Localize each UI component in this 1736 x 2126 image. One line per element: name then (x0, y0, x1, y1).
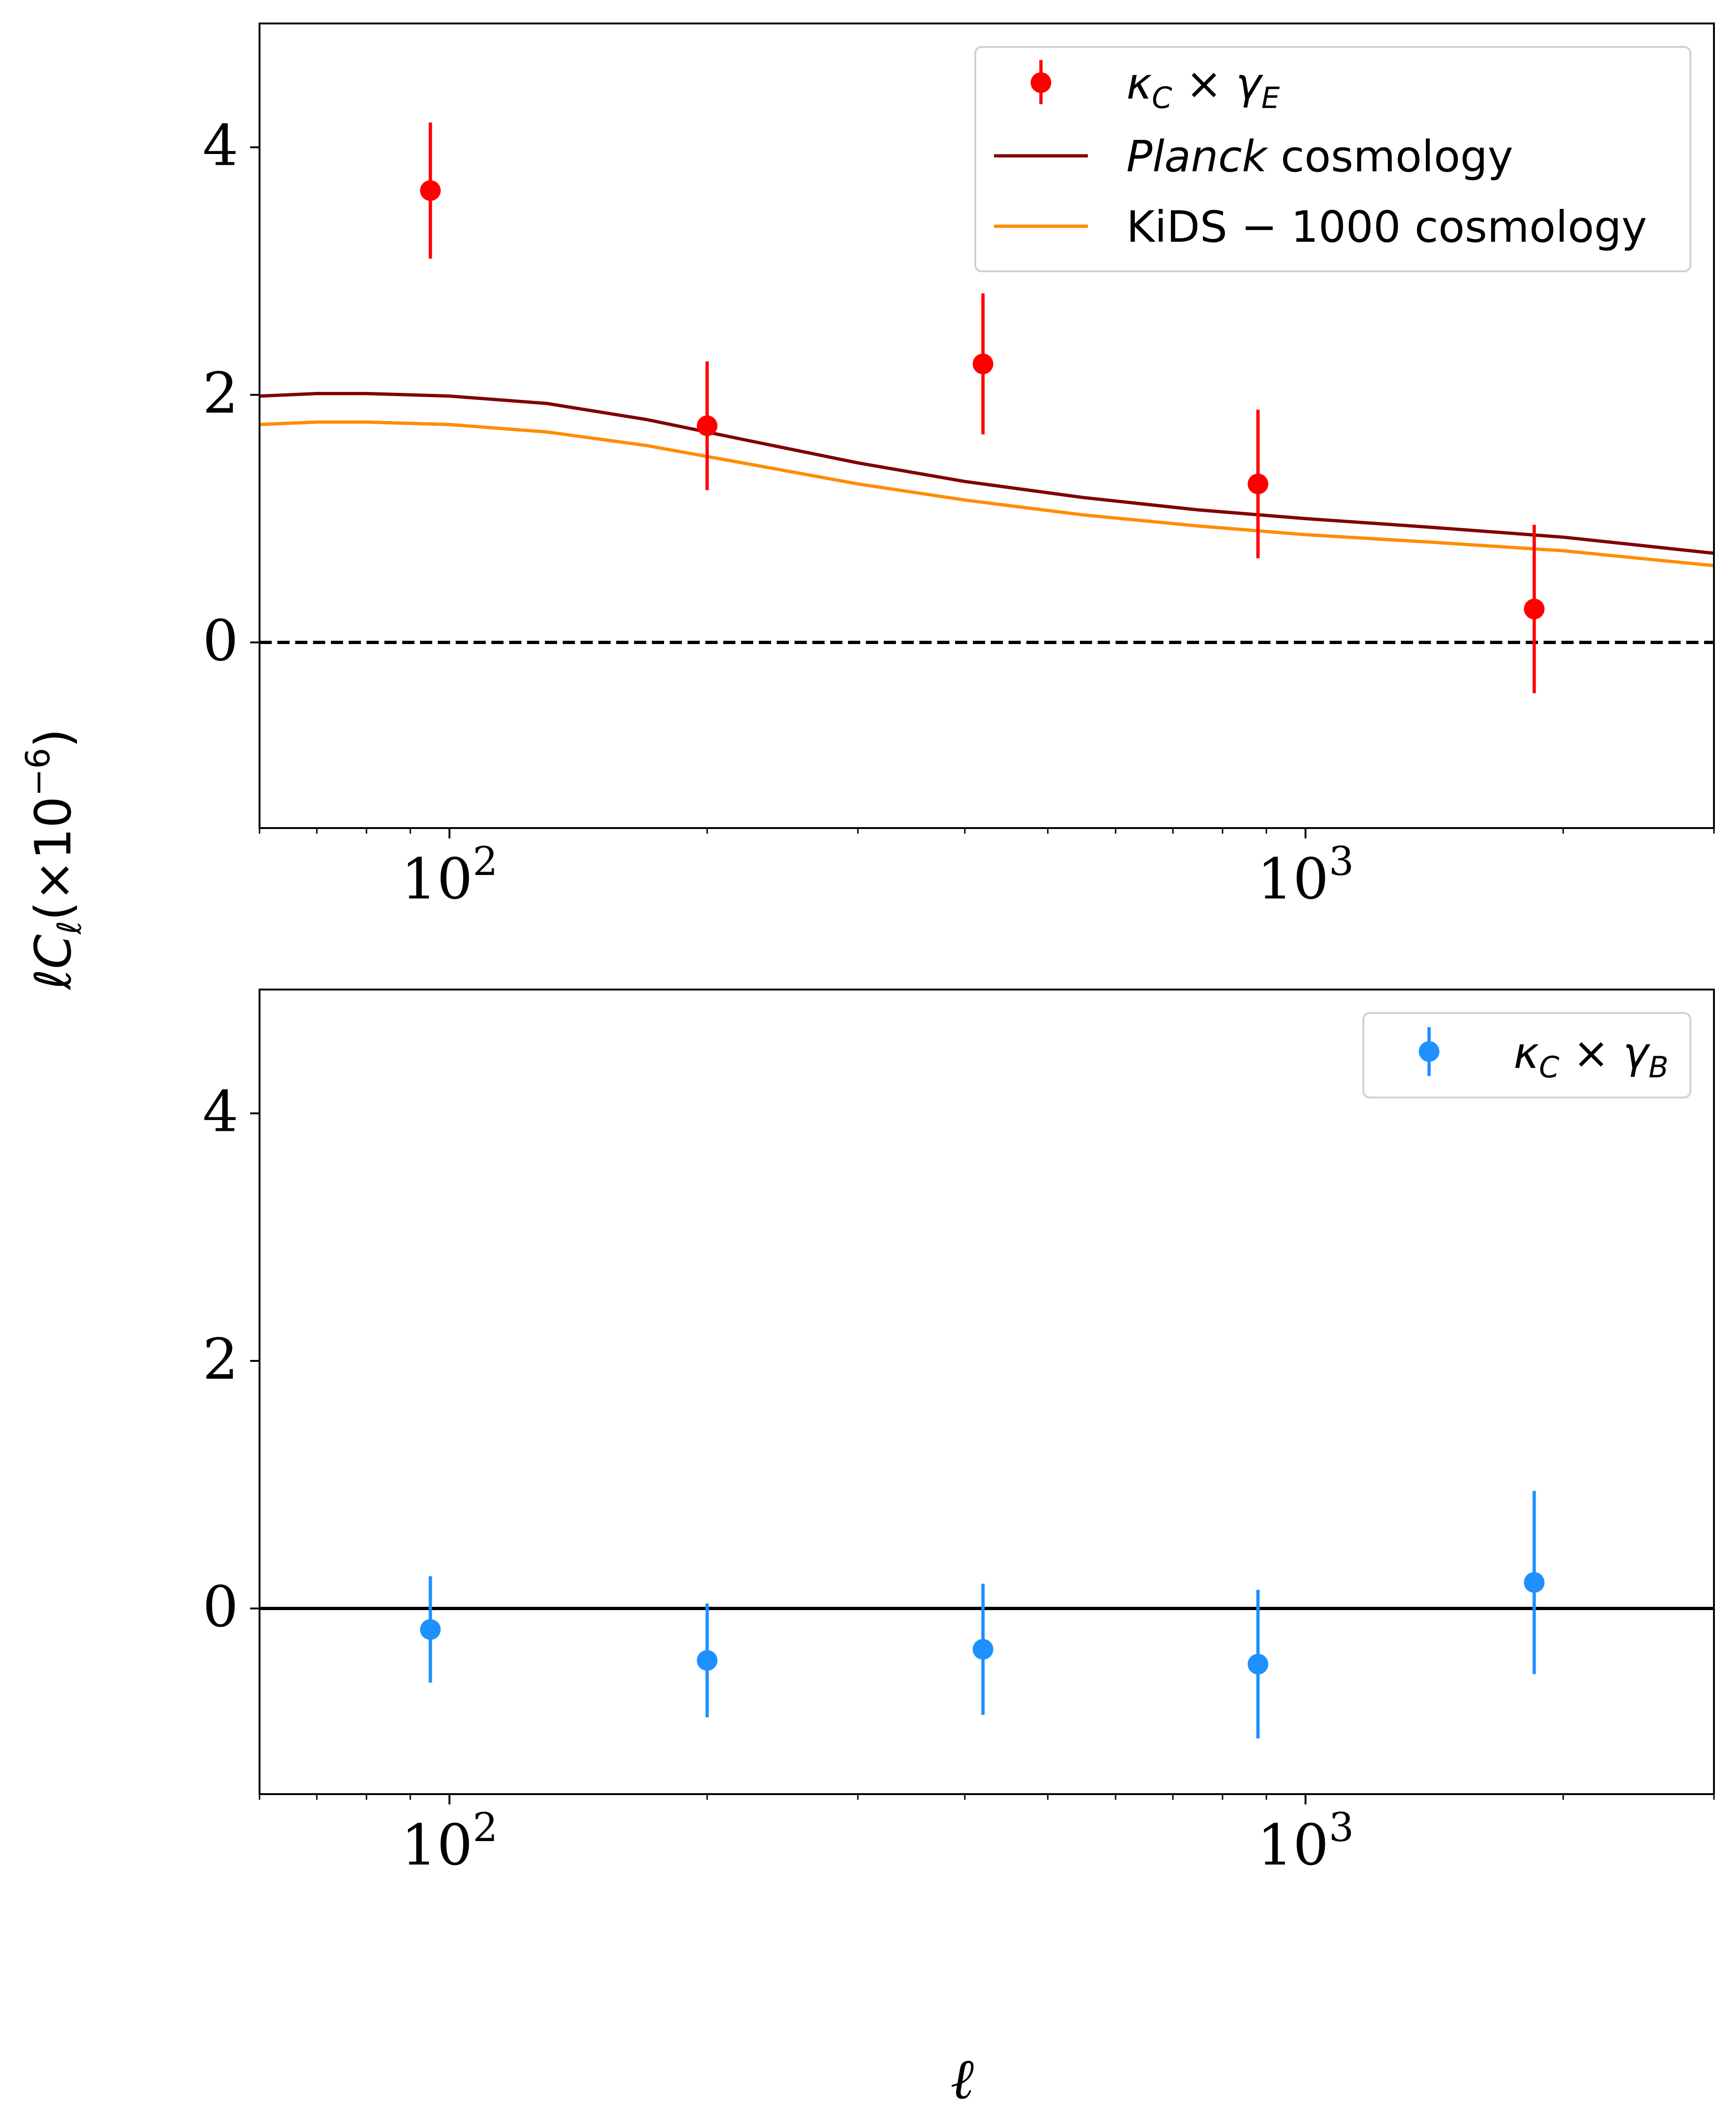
legend-marker-kappa-gamma-b (1419, 1041, 1439, 1062)
data-point (420, 1619, 441, 1640)
data-point (696, 415, 718, 436)
data-point (972, 1639, 994, 1660)
y-tick-label: 4 (203, 1080, 238, 1145)
x-axis-label: ℓ (950, 2047, 974, 2112)
y-tick-label: 0 (203, 1574, 238, 1640)
legend-top: κC × γE Planck cosmology KiDS − 1000 cos… (974, 46, 1691, 272)
legend-top-box (974, 46, 1691, 272)
data-point (696, 1650, 718, 1671)
data-point (972, 353, 994, 375)
series-line-1 (259, 391, 1714, 555)
x-tick-label: 102 (401, 1804, 498, 1878)
legend-bottom-box (1362, 1012, 1691, 1098)
data-point (420, 180, 441, 201)
x-tick-label: 103 (1257, 838, 1354, 912)
plot-area-bottom (260, 990, 1714, 1794)
svg-text:ℓCℓ(×10−6): ℓCℓ(×10−6) (19, 729, 89, 990)
panel-top: 0 2 4 102 103 κC × γE Planck cosmology KiDS… (203, 23, 1715, 912)
legend-label-planck: Planck cosmology (1126, 131, 1513, 182)
plot-frame-bottom (259, 989, 1715, 1795)
legend-label-kids: KiDS − 1000 cosmology (1126, 202, 1647, 252)
legend-label-kappa-gamma-e: κC × γE (1126, 59, 1280, 115)
x-tick-label: 103 (1257, 1804, 1354, 1878)
plot-frame-top (259, 23, 1715, 829)
data-point (1524, 599, 1545, 620)
y-tick-label: 4 (203, 114, 238, 179)
legend-marker-kappa-gamma-e (1031, 72, 1051, 93)
legend-label-kappa-gamma-b: κC × γB (1514, 1028, 1668, 1084)
y-axis-label: ℓCℓ(×10−6) (19, 729, 89, 990)
y-tick-label: 0 (203, 608, 238, 674)
legend-bottom: κC × γB (1362, 1012, 1691, 1098)
y-tick-label: 2 (203, 361, 238, 426)
data-point (1247, 473, 1269, 494)
series-line-2 (259, 420, 1714, 568)
data-point (1524, 1572, 1545, 1593)
x-tick-label: 102 (401, 838, 498, 912)
y-tick-label: 2 (203, 1327, 238, 1392)
panel-bottom: 0 2 4 102 103 κC × γB (203, 989, 1715, 1878)
data-point (1247, 1654, 1269, 1675)
